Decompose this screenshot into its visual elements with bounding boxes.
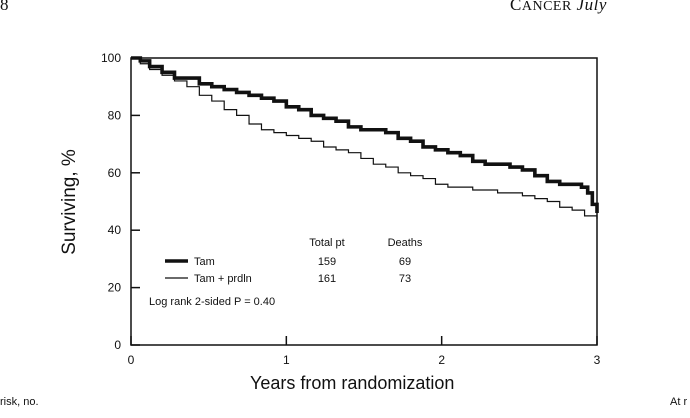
x-tick-label: 3 [594,353,601,367]
legend-pvalue-note: Log rank 2-sided P = 0.40 [149,296,275,308]
journal-head-initial: C [510,0,522,14]
y-tick-label: 60 [108,166,122,180]
y-tick-label: 40 [108,223,122,237]
plot-frame [130,57,598,346]
x-tick-label: 2 [438,353,445,367]
legend-total-pt: 161 [318,273,336,285]
legend-label: Tam + prdln [194,273,252,285]
x-tick-label: 0 [128,353,135,367]
footer-at-risk-right: At r [670,396,688,408]
legend-deaths: 69 [399,256,411,268]
y-axis-label: Surviving, % [58,148,80,255]
y-tick-label: 0 [114,338,121,352]
journal-head-caps: ANCER [521,0,572,14]
legend-deaths: 73 [399,273,411,285]
y-tick-label: 80 [108,108,122,122]
series-line-tam [131,56,599,213]
legend-header-total-pt: Total pt [309,237,344,249]
y-tick-label: 20 [108,281,122,295]
series-line-tam-prdln [131,57,598,219]
footer-at-risk-left: risk, no. [0,396,39,408]
legend-header-deaths: Deaths [388,237,423,249]
legend-label: Tam [194,256,215,268]
journal-running-head: CANCER July [510,0,607,14]
legend-total-pt: 159 [318,256,336,268]
y-tick-label: 100 [101,51,121,65]
page-number: 8 [0,0,9,14]
journal-head-month: July [576,0,607,14]
x-axis-label: Years from randomization [250,373,455,393]
x-tick-label: 1 [283,353,290,367]
